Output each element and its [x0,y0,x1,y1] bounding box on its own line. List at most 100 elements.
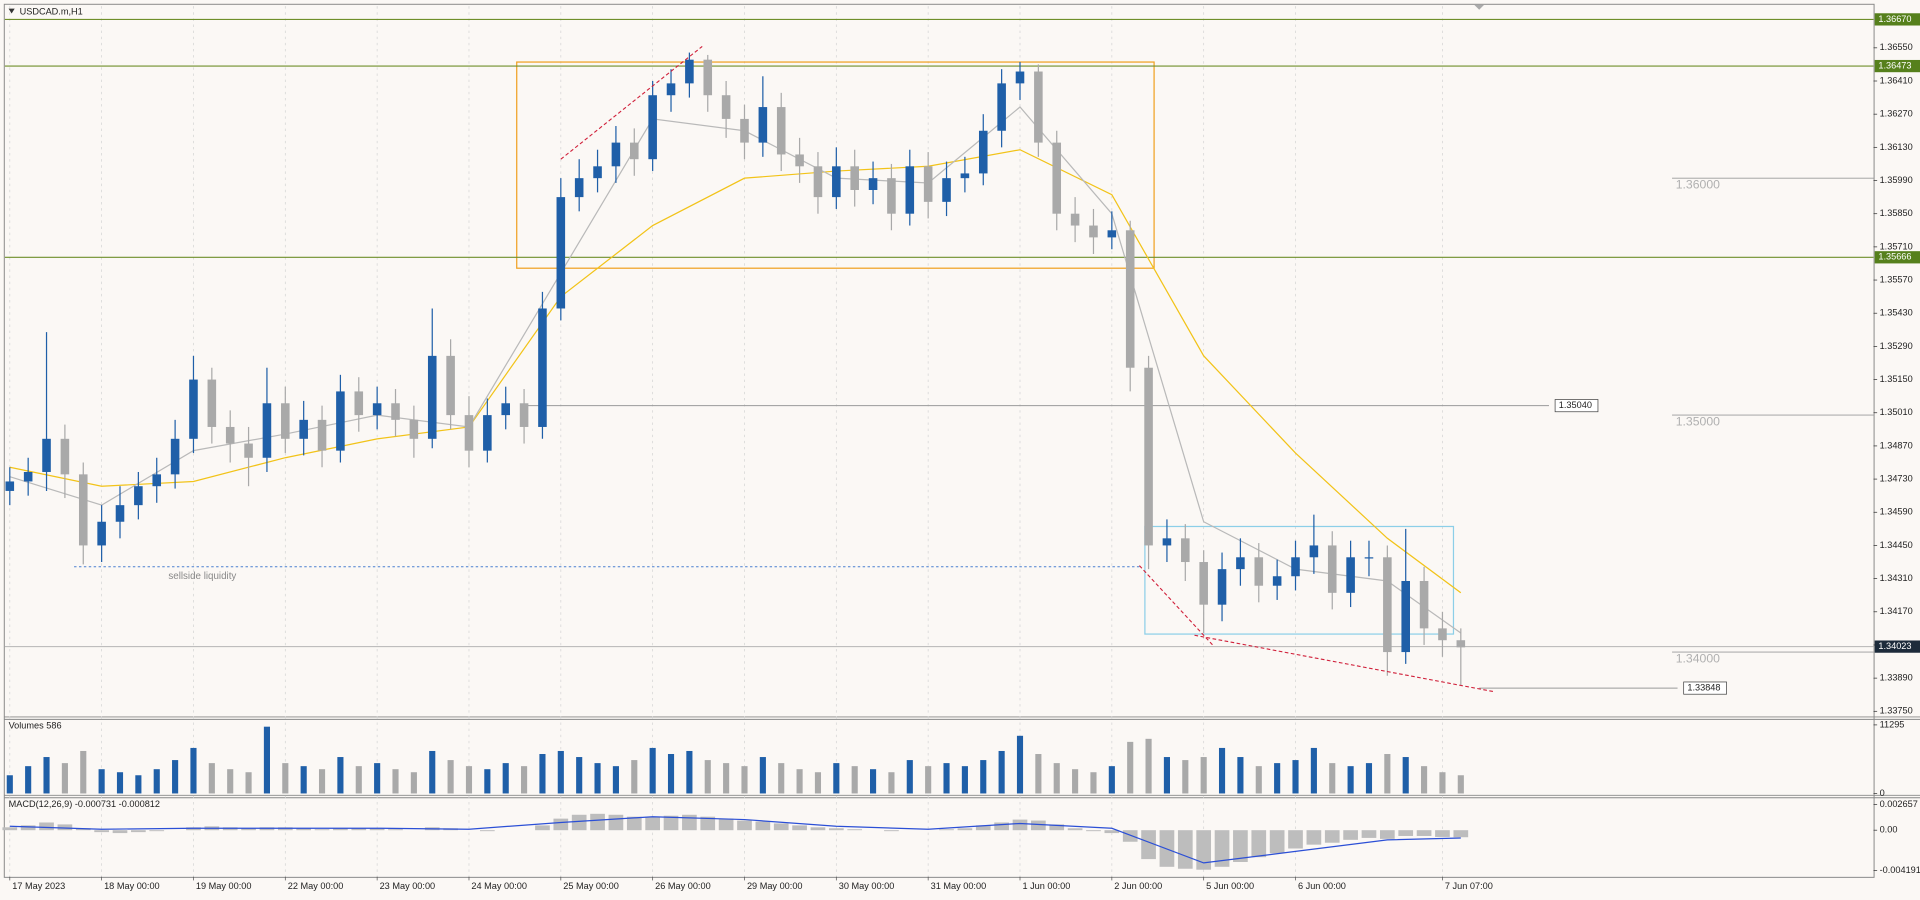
macd-histogram [718,818,734,831]
macd-histogram [755,821,771,831]
window-menu-arrow[interactable] [8,8,15,14]
price-level-label: 1.33848 [1687,683,1720,693]
macd-histogram [1251,830,1267,858]
volume-bar [61,763,68,794]
price-level-label: 1.34023 [1878,641,1911,651]
volume-bar [980,760,987,794]
volume-bar [943,763,950,794]
candle-body [519,403,529,427]
candle-body [1199,562,1208,605]
candle-body [1052,142,1062,214]
volume-bar [833,763,840,794]
macd-histogram [626,816,642,831]
candle-body [960,173,970,179]
volume-bar [1421,766,1428,794]
volume-bar [1163,757,1170,794]
volume-bar [925,766,932,794]
macd-histogram [351,828,367,831]
macd-histogram [645,816,660,831]
volume-bar [888,772,895,794]
macd-histogram [369,828,385,831]
x-tick-label: 24 May 00:00 [471,881,527,891]
macd-histogram [149,830,165,832]
macd-histogram [1177,830,1193,869]
volume-bar [851,766,858,794]
macd-histogram [957,828,973,831]
macd-histogram [847,829,863,831]
candle-body [978,130,988,174]
candle-body [244,443,253,458]
price-level-label: 1.35666 [1878,252,1911,262]
y-tick-label: 1.35570 [1880,274,1913,284]
candle-body [1217,569,1227,605]
volume-bar [778,763,785,794]
x-tick-label: 25 May 00:00 [563,881,619,891]
panel-title: MACD(12,26,9) -0.000731 -0.000812 [9,799,160,809]
volume-bar [667,754,675,794]
volume-bar [318,769,326,794]
candle-body [23,471,33,482]
macd-histogram [773,823,789,831]
candle-body [60,438,70,475]
candle-body [1346,557,1355,593]
candle-body [666,83,676,96]
zone [1144,525,1455,635]
macd-histogram [553,818,569,831]
candle-body [740,118,749,143]
volume-bar [1200,757,1207,794]
candle-body [942,178,951,202]
volume-bar [1127,741,1134,794]
volume-bar [1053,763,1060,794]
macd-histogram [112,830,128,834]
x-tick-label: 17 May 2023 [12,881,65,891]
macd-histogram [1361,830,1377,838]
candle-body [207,379,217,427]
macd-histogram [333,828,348,831]
y-tick-label: 0.00 [1880,825,1898,835]
volume-bar [631,760,638,794]
macd-histogram [737,820,752,831]
chart-title: USDCAD.m,H1 [20,7,83,17]
candle-body [427,355,437,439]
candle-body [1364,557,1374,559]
volume-bar [906,760,913,794]
macd-histogram [1141,830,1156,860]
macd-histogram [994,822,1009,831]
candle-body [1327,545,1337,593]
y-tick-label: 1.36410 [1880,75,1913,85]
candle-body [813,166,823,198]
volume-bar [392,769,399,794]
y-tick-label: 1.35010 [1880,407,1913,417]
volume-bar [1218,747,1226,794]
volume-bar [1439,772,1446,794]
candle-body [42,438,51,472]
macd-histogram [1233,830,1248,862]
volume-bar [25,766,32,794]
macd-histogram [314,829,330,831]
y-tick-label: 1.35290 [1880,341,1913,351]
candle-body [152,474,162,487]
candle-body [1144,367,1153,546]
candle-body [721,95,731,119]
macd-histogram [1012,819,1028,831]
candle-body [372,403,382,416]
y-tick-label: -0.004191 [1880,865,1920,875]
volume-bar [484,769,491,794]
price-level-tag [1874,251,1920,264]
candle-body [483,415,492,451]
volume-bar [1108,766,1115,794]
x-tick-label: 2 Jun 00:00 [1114,881,1162,891]
volume-bar [1457,775,1464,794]
volume-bar [998,750,1005,794]
candle-body [997,83,1006,131]
price-level-tag [1874,59,1920,73]
macd-histogram [792,825,807,831]
candle-body [593,166,602,179]
candle-body [115,505,125,522]
x-tick-label: 5 Jun 00:00 [1206,881,1254,891]
macd-histogram [94,830,109,833]
volume-bar [649,747,656,794]
volume-bar [723,763,730,794]
candle-body [758,107,768,143]
volume-bar [429,750,436,794]
